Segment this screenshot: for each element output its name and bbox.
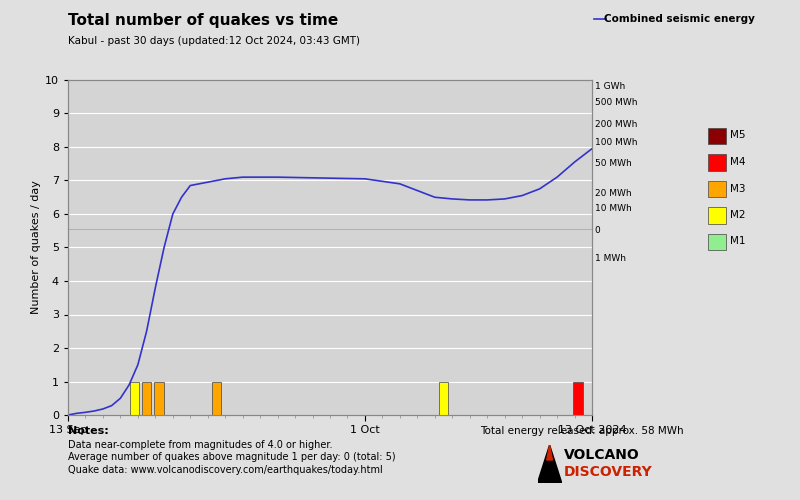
Text: M2: M2 (730, 210, 745, 220)
Bar (212, 382, 222, 415)
Text: VOLCANO: VOLCANO (564, 448, 640, 462)
Text: Data near-complete from magnitudes of 4.0 or higher.: Data near-complete from magnitudes of 4.… (68, 440, 333, 450)
Text: Total energy released: approx. 58 MWh: Total energy released: approx. 58 MWh (480, 426, 684, 436)
Polygon shape (546, 445, 553, 460)
Bar (154, 382, 164, 415)
Bar (438, 382, 448, 415)
Text: Total number of quakes vs time: Total number of quakes vs time (68, 12, 338, 28)
Text: Notes:: Notes: (68, 426, 109, 436)
Polygon shape (538, 445, 562, 482)
Bar (574, 382, 583, 415)
Bar (130, 382, 139, 415)
Text: M5: M5 (730, 130, 745, 140)
Text: Average number of quakes above magnitude 1 per day: 0 (total: 5): Average number of quakes above magnitude… (68, 452, 396, 462)
Text: M1: M1 (730, 236, 745, 246)
Text: M3: M3 (730, 184, 745, 194)
Bar (142, 382, 151, 415)
Y-axis label: Number of quakes / day: Number of quakes / day (31, 180, 41, 314)
Text: Kabul - past 30 days (updated:12 Oct 2024, 03:43 GMT): Kabul - past 30 days (updated:12 Oct 202… (68, 36, 360, 46)
Text: DISCOVERY: DISCOVERY (564, 466, 653, 479)
Text: Combined seismic energy: Combined seismic energy (604, 14, 755, 24)
Text: M4: M4 (730, 157, 745, 167)
Text: Quake data: www.volcanodiscovery.com/earthquakes/today.html: Quake data: www.volcanodiscovery.com/ear… (68, 465, 382, 475)
